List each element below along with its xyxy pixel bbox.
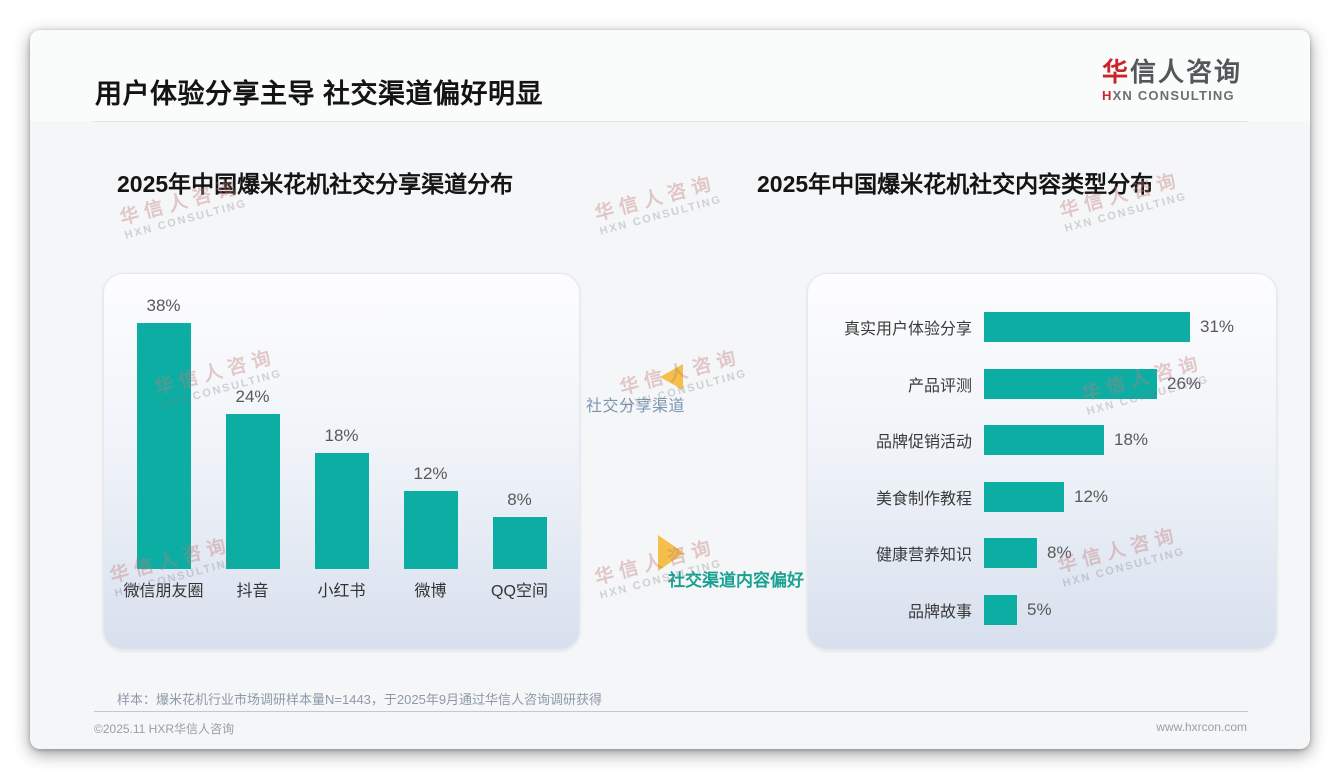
bar-value-label: 18% [1114, 430, 1149, 450]
bar-category-label: QQ空间 [491, 583, 548, 600]
bar-category-label: 品牌促销活动 [875, 434, 972, 452]
arrow-right-icon [658, 535, 684, 571]
bar [225, 414, 280, 569]
bar-value-label: 12% [413, 464, 448, 483]
bar-category-label: 品牌故事 [907, 603, 972, 621]
bar-category-label: 微信朋友圈 [123, 583, 204, 600]
right-chart-title: 2025年中国爆米花机社交内容类型分布 [757, 171, 1154, 197]
bar-value-label: 8% [507, 490, 532, 509]
bar-column: 38% [119, 296, 208, 569]
bar-value-label: 12% [1074, 486, 1109, 506]
left-chart-title: 2025年中国爆米花机社交分享渠道分布 [117, 171, 514, 197]
logo-cn-rest: 信人咨询 [1129, 57, 1242, 87]
vertical-bar-chart-labels: 微信朋友圈 抖音 小红书 微博 QQ空间 [119, 577, 564, 601]
bar-row: 真实用户体验分享 31% [820, 299, 1270, 356]
bar-value-label: 5% [1027, 599, 1052, 619]
bar-category-label: 微博 [414, 583, 447, 600]
horizontal-bar-chart: 真实用户体验分享 31% 产品评测 26% 品牌促销活动 18% 美食制作教程 12% 健康营养… [820, 299, 1270, 638]
website-text: www.hxrcon.com [1156, 720, 1247, 734]
watermark-en-text: HXN CONSULTING [123, 197, 249, 242]
bar-value-label: 24% [235, 387, 270, 406]
bar-value-label: 8% [1047, 543, 1072, 563]
logo-en-rest: XN CONSULTING [1112, 87, 1235, 103]
arrow-left-icon [660, 364, 683, 390]
bar-category-label: 健康营养知识 [875, 547, 972, 565]
watermark-en-text: HXN CONSULTING [598, 193, 724, 238]
bar-column: 12% [386, 464, 475, 569]
company-logo: 华信人咨询 HXN CONSULTING [1102, 58, 1242, 103]
logo-hua-char: 华 [1101, 57, 1130, 87]
bar-column: 8% [475, 490, 564, 569]
header-divider [93, 121, 1247, 122]
bar [492, 517, 547, 569]
bar-category-label: 小红书 [317, 583, 366, 600]
bar [136, 323, 191, 569]
bar-value-label: 26% [1167, 373, 1202, 393]
content-type-chart-card: 真实用户体验分享 31% 产品评测 26% 品牌促销活动 18% 美食制作教程 12% 健康营养… [807, 273, 1277, 650]
copyright-text: ©2025.11 HXR华信人咨询 [94, 722, 234, 736]
bar [984, 538, 1037, 569]
bar-row: 健康营养知识 8% [820, 525, 1270, 582]
bar-category-label: 美食制作教程 [875, 490, 972, 508]
bar [984, 481, 1064, 512]
bar [314, 453, 369, 569]
bar-row: 品牌故事 5% [820, 582, 1270, 639]
bar-category-label: 产品评测 [907, 377, 972, 395]
brand-watermark: 华信人咨询 HXN CONSULTING [593, 172, 724, 238]
logo-h-char: H [1101, 87, 1113, 103]
sample-note: 样本：爆米花机行业市场调研样本量N=1443，于2025年9月通过华信人咨询调研… [117, 692, 603, 707]
vertical-bar-chart: 38% 24% 18% 12% 8% [119, 274, 564, 569]
watermark-cn-text: 华信人咨询 [592, 172, 719, 226]
bar [984, 425, 1104, 456]
bar-value-label: 18% [324, 426, 359, 445]
bar-value-label: 38% [146, 296, 181, 315]
bar-row: 美食制作教程 12% [820, 469, 1270, 526]
bar-category-label: 抖音 [236, 583, 269, 600]
footer-divider [94, 711, 1248, 712]
logo-chinese-name: 华信人咨询 [1102, 58, 1242, 87]
bar [403, 491, 458, 569]
share-channel-caption: 社交分享渠道 [586, 398, 686, 415]
bar [984, 594, 1017, 625]
page-title: 用户体验分享主导 社交渠道偏好明显 [95, 79, 544, 109]
bar-value-label: 31% [1200, 317, 1235, 337]
bar [984, 312, 1190, 343]
logo-english-name: HXN CONSULTING [1101, 87, 1242, 103]
content-preference-caption: 社交渠道内容偏好 [668, 571, 804, 590]
bar-column: 24% [208, 387, 297, 569]
share-channel-chart-card: 38% 24% 18% 12% 8% 微信朋友圈 抖音 小红书 微博 QQ空间 [103, 273, 580, 650]
bar-category-label: 真实用户体验分享 [843, 321, 972, 339]
report-slide: 用户体验分享主导 社交渠道偏好明显 华信人咨询 HXN CONSULTING 2… [30, 30, 1310, 749]
bar-row: 产品评测 26% [820, 356, 1270, 413]
bar-row: 品牌促销活动 18% [820, 412, 1270, 469]
bar [984, 368, 1157, 399]
header-strip [30, 30, 1310, 121]
bar-column: 18% [297, 426, 386, 569]
